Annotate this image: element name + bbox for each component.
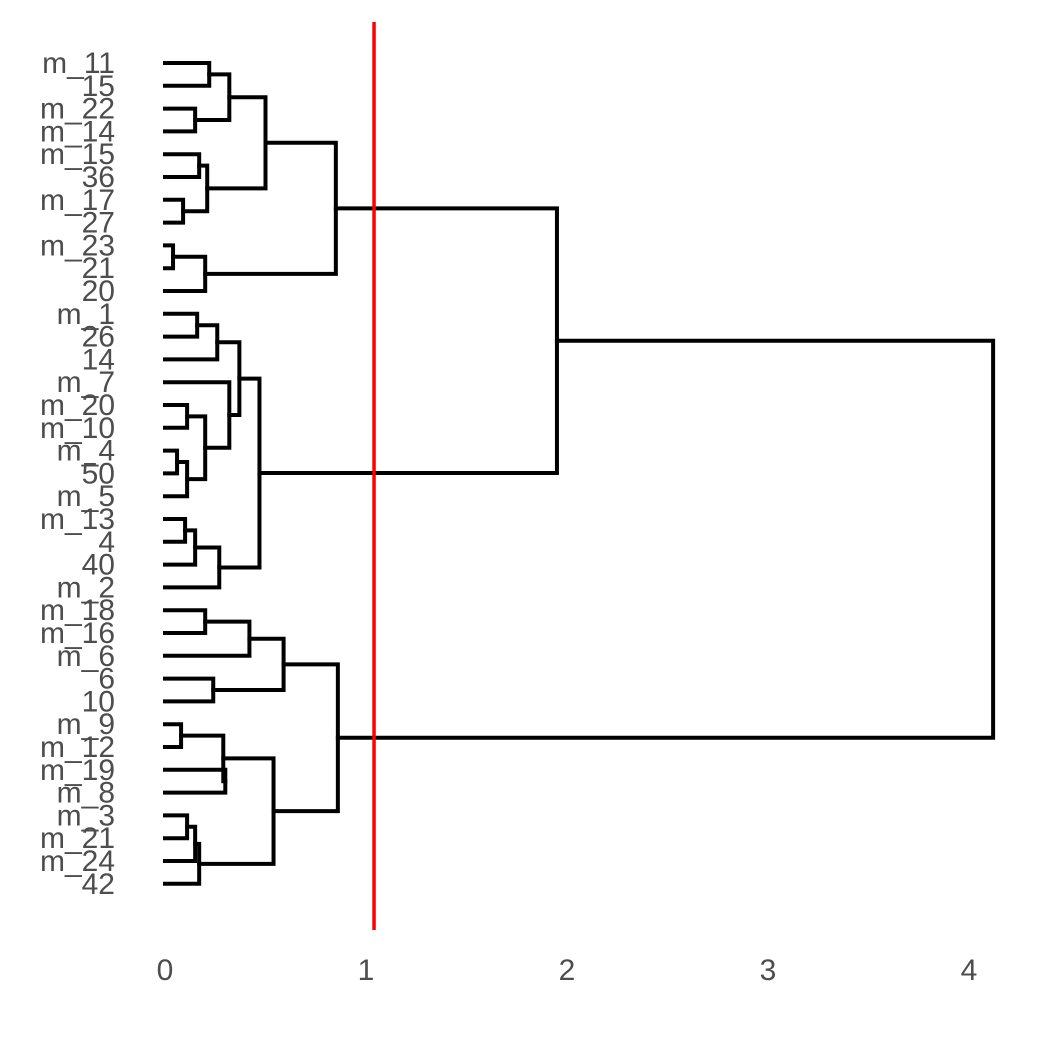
branch-d9 [163, 824, 198, 863]
leaf-label: m_24 [40, 845, 115, 878]
branch-a3 [193, 72, 232, 122]
leaf-label: m_1 [57, 298, 115, 331]
leaf-label: m_14 [40, 115, 115, 148]
leaf-label: m_21 [40, 822, 115, 855]
leaf-label: m_15 [40, 138, 115, 171]
leaf-label: m_17 [40, 184, 115, 217]
leaf-label: m_8 [57, 777, 115, 810]
leaf-label: 36 [82, 161, 115, 194]
x-tick-label: 1 [358, 954, 375, 987]
branch-d2 [163, 619, 252, 658]
leaf-label: 26 [82, 321, 115, 354]
branch-b3 [163, 403, 190, 430]
dendrogram-branches [163, 61, 996, 886]
branch-a2 [163, 106, 198, 134]
leaf-label: 21 [82, 252, 115, 285]
x-tick-label: 2 [559, 954, 576, 987]
leaf-label: m_23 [40, 229, 115, 262]
branch-b6 [185, 414, 208, 482]
leaf-label: m_12 [40, 731, 115, 764]
branch-d11 [197, 756, 276, 866]
x-tick-label: 4 [961, 954, 978, 987]
branch-d7 [179, 733, 228, 784]
leaf-label: m_19 [40, 754, 115, 787]
branch-a7 [205, 95, 268, 191]
x-axis: 0 1 2 3 4 [157, 954, 978, 987]
branch-b10 [163, 528, 198, 567]
leaf-label: m_6 [57, 640, 115, 673]
leaf-label: 14 [82, 343, 115, 376]
branch-d5 [163, 722, 184, 749]
branch-b11 [163, 545, 222, 590]
leaf-label: 42 [82, 868, 115, 901]
leaf-label: 6 [98, 663, 115, 696]
branch-d3 [163, 676, 216, 704]
leaf-label: 50 [82, 457, 115, 490]
leaf-label: m_10 [40, 412, 115, 445]
branch-c1 [257, 206, 559, 476]
leaf-label: 10 [82, 685, 115, 718]
branch-b2 [163, 323, 220, 362]
leaf-label: 4 [98, 526, 115, 559]
branch-a10 [203, 140, 338, 276]
leaf-label: m_22 [40, 93, 115, 126]
branch-a6 [181, 163, 210, 214]
leaf-label: m_4 [57, 435, 115, 468]
branch-root [335, 338, 996, 740]
leaf-label: m_11 [42, 47, 115, 80]
leaf-label: 27 [82, 207, 115, 240]
leaf-label: m_5 [57, 480, 115, 513]
branch-d6 [163, 767, 228, 795]
leaf-label: m_2 [57, 571, 115, 604]
leaf-label: 20 [82, 275, 115, 308]
leaf-label: m_20 [40, 389, 115, 422]
leaf-label: 40 [82, 549, 115, 582]
branch-a4 [163, 152, 202, 179]
leaf-label: m_7 [57, 366, 115, 399]
branch-a1 [163, 61, 212, 88]
branch-d8 [163, 813, 190, 841]
branch-a5 [163, 197, 186, 225]
leaf-label: m_3 [57, 799, 115, 832]
leaf-label: m_9 [57, 708, 115, 741]
x-tick-label: 3 [760, 954, 777, 987]
x-tick-label: 0 [157, 954, 174, 987]
branch-b9 [163, 517, 188, 544]
leaf-label: m_16 [40, 617, 115, 650]
branch-b1 [163, 311, 200, 339]
leaf-label: 15 [82, 70, 115, 103]
branch-d1 [163, 608, 208, 635]
leaf-labels: m_1115m_22m_14m_1536m_1727m_232120m_1261… [40, 47, 115, 901]
leaf-label: m_18 [40, 594, 115, 627]
leaf-label: m_13 [40, 503, 115, 536]
branch-a9 [163, 254, 208, 293]
